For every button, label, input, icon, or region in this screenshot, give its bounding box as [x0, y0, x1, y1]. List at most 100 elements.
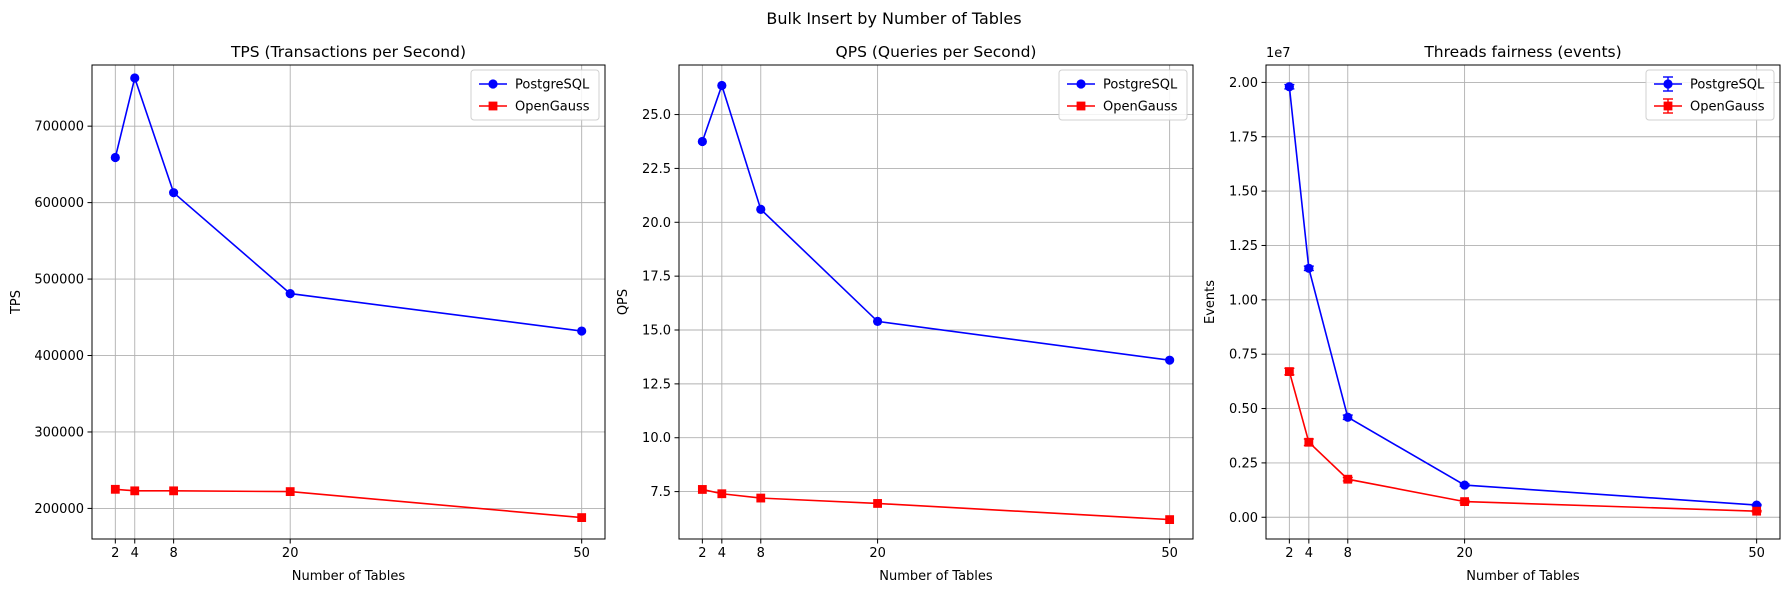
series-line-postgresql	[1288, 86, 1757, 506]
legend: PostgreSQL OpenGauss	[1058, 69, 1188, 121]
data-point-postgresql	[756, 204, 766, 214]
y-tick-label: 20.0	[642, 216, 671, 231]
data-point-postgresql	[872, 316, 883, 326]
chart-title: QPS (Queries per Second)	[836, 43, 1037, 61]
y-tick-label: 300000	[34, 425, 84, 440]
y-tick-label: 22.5	[642, 162, 671, 177]
axes-frame	[91, 64, 606, 540]
x-axis-label: Number of Tables	[292, 569, 406, 584]
y-tick-label: 200000	[34, 502, 84, 517]
x-tick-label: 2	[698, 546, 706, 561]
x-axis-label: Number of Tables	[1466, 569, 1580, 584]
legend-frame	[470, 69, 600, 121]
chart-title: TPS (Transactions per Second)	[230, 43, 466, 61]
series-line-opengauss	[1288, 371, 1757, 512]
chart-panel-3: 2 4 8 20 50 0.00 0.25 0.50 0.75 1.00 1.25 1.50 1.75 2…	[1203, 43, 1781, 584]
figure-suptitle: Bulk Insert by Number of Tables	[766, 9, 1021, 28]
x-tick-label: 50	[1748, 546, 1765, 561]
axes-frame	[678, 64, 1194, 540]
x-tick-label: 4	[131, 546, 139, 561]
legend: PostgreSQL OpenGauss	[470, 69, 600, 121]
data-point-opengauss	[169, 486, 179, 496]
y-axis-label: QPS	[616, 289, 631, 315]
y-tick-label: 1.00	[1229, 293, 1258, 308]
legend-marker	[1663, 79, 1673, 89]
data-point-opengauss	[1460, 497, 1469, 507]
series-line-opengauss	[115, 488, 582, 519]
data-point-opengauss	[1343, 474, 1353, 484]
y-axis-label: Events	[1203, 280, 1218, 324]
y-tick-label: 0.25	[1229, 456, 1258, 471]
y-tick-label: 1.75	[1229, 130, 1258, 145]
data-point-opengauss	[697, 485, 707, 494]
y-tick-label: 12.5	[642, 377, 671, 392]
data-point-opengauss	[110, 484, 120, 494]
chart-title: Threads fairness (events)	[1423, 43, 1621, 61]
x-tick-label: 8	[169, 546, 177, 561]
data-point-opengauss	[873, 499, 882, 508]
legend-marker	[1076, 101, 1086, 111]
legend-marker	[488, 101, 498, 111]
data-point-postgresql	[110, 152, 120, 163]
data-point-opengauss	[1165, 515, 1175, 525]
y-tick-label: 1.50	[1229, 185, 1258, 200]
data-point-postgresql	[577, 326, 587, 336]
y-offset-label: 1e7	[1266, 46, 1291, 61]
y-tick-label: 600000	[34, 196, 84, 211]
data-point-opengauss	[1284, 367, 1294, 376]
x-tick-label: 20	[282, 546, 299, 561]
y-tick-label: 0.00	[1229, 511, 1258, 526]
y-tick-label: 15.0	[642, 324, 671, 339]
data-point-postgresql	[1304, 263, 1314, 273]
legend-marker	[488, 79, 498, 89]
legend-marker	[1663, 101, 1673, 111]
y-tick-label: 500000	[34, 273, 84, 288]
y-tick-label: 25.0	[642, 108, 671, 123]
y-tick-label: 400000	[34, 349, 84, 364]
x-tick-label: 20	[869, 546, 886, 561]
legend: PostgreSQL OpenGauss	[1645, 69, 1775, 121]
legend-label-opengauss: OpenGauss	[1690, 100, 1765, 115]
x-tick-label: 8	[757, 546, 765, 561]
legend-label-postgresql: PostgreSQL	[1103, 78, 1178, 93]
data-point-postgresql	[130, 73, 140, 83]
axes-frame	[1265, 64, 1781, 540]
data-point-postgresql	[1343, 412, 1353, 422]
legend-label-opengauss: OpenGauss	[1103, 100, 1178, 115]
y-tick-label: 0.50	[1229, 402, 1258, 417]
data-point-opengauss	[1304, 437, 1314, 447]
y-tick-label: 7.5	[650, 485, 671, 500]
data-point-opengauss	[756, 493, 766, 503]
data-point-postgresql	[1165, 355, 1175, 365]
series-line-postgresql	[701, 82, 1170, 361]
x-tick-label: 20	[1456, 546, 1473, 561]
data-point-opengauss	[130, 486, 140, 496]
x-tick-label: 4	[1305, 546, 1313, 561]
x-tick-label: 8	[1344, 546, 1352, 561]
data-point-postgresql	[1459, 480, 1470, 490]
x-tick-label: 50	[573, 546, 590, 561]
legend-marker	[1076, 79, 1086, 89]
y-tick-label: 2.00	[1229, 76, 1258, 91]
data-point-postgresql	[169, 188, 179, 198]
data-point-opengauss	[577, 513, 587, 522]
series-line-opengauss	[702, 488, 1170, 521]
y-tick-label: 17.5	[642, 270, 671, 285]
legend-label-postgresql: PostgreSQL	[515, 78, 590, 93]
x-tick-label: 50	[1161, 546, 1178, 561]
y-axis-label: TPS	[9, 290, 24, 315]
y-tick-label: 10.0	[642, 431, 671, 446]
data-point-opengauss	[1752, 506, 1762, 516]
legend-label-postgresql: PostgreSQL	[1690, 78, 1765, 93]
x-tick-label: 2	[111, 546, 119, 561]
chart-panel-2: 2 4 8 20 50 7.5 10.0 12.5 15.0 17.5 20.0 22.5 25.0 QP…	[616, 43, 1194, 584]
y-tick-label: 700000	[34, 120, 84, 135]
legend-label-opengauss: OpenGauss	[515, 100, 590, 115]
x-tick-label: 4	[718, 546, 726, 561]
legend-frame	[1058, 69, 1188, 121]
data-point-postgresql	[697, 136, 707, 147]
y-tick-label: 1.25	[1229, 239, 1258, 254]
x-tick-label: 2	[1285, 546, 1293, 561]
data-point-postgresql	[1284, 82, 1294, 92]
